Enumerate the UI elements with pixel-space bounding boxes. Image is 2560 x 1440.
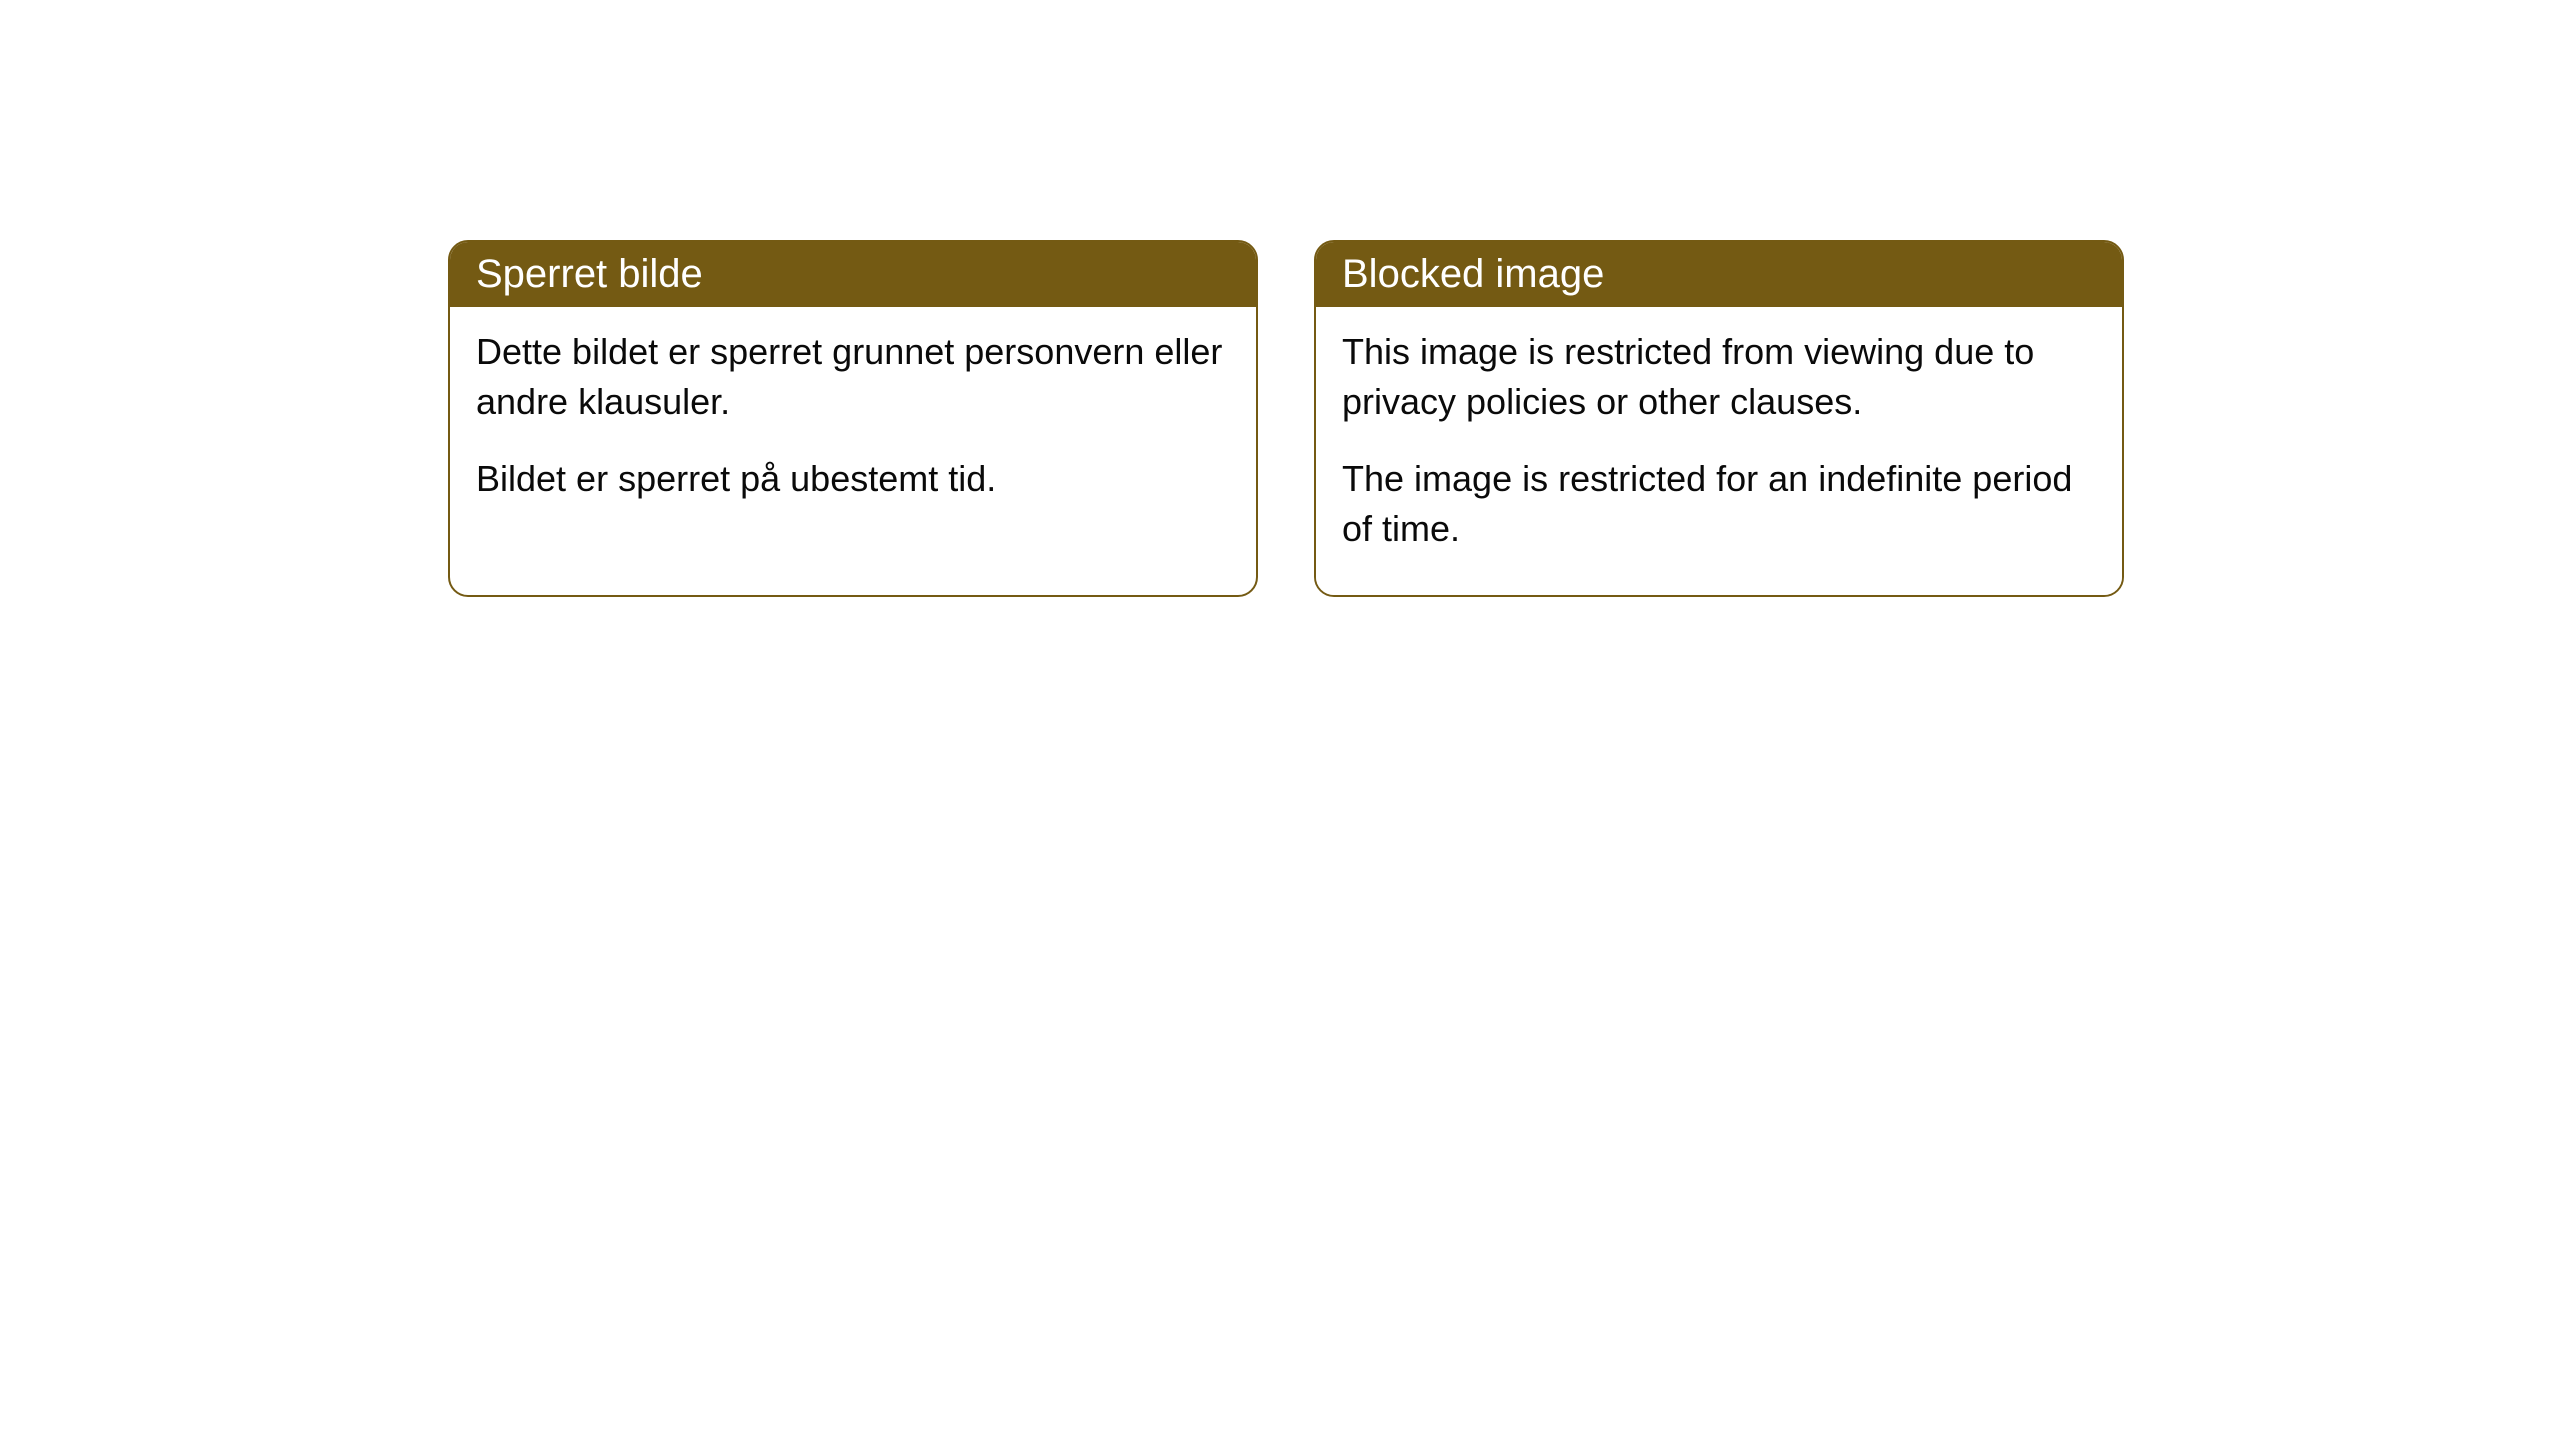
card-paragraph-1: This image is restricted from viewing du… bbox=[1342, 327, 2096, 428]
card-title: Sperret bilde bbox=[476, 252, 703, 296]
card-paragraph-1: Dette bildet er sperret grunnet personve… bbox=[476, 327, 1230, 428]
blocked-image-card-english: Blocked image This image is restricted f… bbox=[1314, 240, 2124, 597]
blocked-image-card-norwegian: Sperret bilde Dette bildet er sperret gr… bbox=[448, 240, 1258, 597]
card-paragraph-2: The image is restricted for an indefinit… bbox=[1342, 454, 2096, 555]
card-paragraph-2: Bildet er sperret på ubestemt tid. bbox=[476, 454, 1230, 504]
card-title: Blocked image bbox=[1342, 252, 1604, 296]
card-body: Dette bildet er sperret grunnet personve… bbox=[450, 307, 1256, 544]
cards-container: Sperret bilde Dette bildet er sperret gr… bbox=[448, 240, 2124, 597]
card-header: Sperret bilde bbox=[450, 242, 1256, 307]
card-body: This image is restricted from viewing du… bbox=[1316, 307, 2122, 595]
card-header: Blocked image bbox=[1316, 242, 2122, 307]
